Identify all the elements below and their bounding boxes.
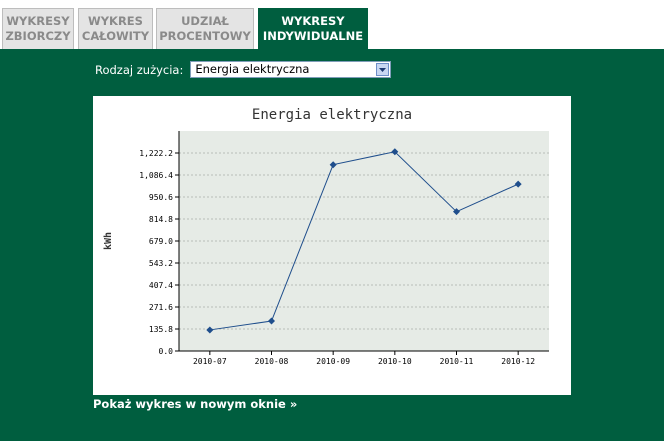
- y-tick-label: 407.4: [149, 281, 173, 290]
- x-tick-label: 2010-07: [193, 357, 227, 366]
- y-tick-label: 1,086.4: [139, 171, 173, 180]
- gridlines: [179, 152, 549, 330]
- y-tick-label: 271.6: [149, 303, 173, 312]
- tab-bar-line: [369, 47, 664, 49]
- tab-udzial-procentowy[interactable]: UDZIAŁ PROCENTOWY: [156, 8, 254, 49]
- tab-wykresy-zbiorczy[interactable]: WYKRESY ZBIORCZY: [2, 8, 74, 49]
- x-tick-label: 2010-08: [255, 357, 289, 366]
- series-energia: [206, 148, 522, 334]
- data-point: [453, 208, 460, 216]
- y-tick-label: 814.8: [149, 215, 173, 224]
- x-tick-label: 2010-10: [378, 357, 412, 366]
- open-chart-new-window-link[interactable]: Pokaż wykres w nowym oknie »: [93, 397, 298, 411]
- chart-container: Energia elektryczna 0.0 135.8 271.6 407.4 54…: [93, 96, 571, 395]
- series-line: [209, 151, 519, 331]
- usage-type-select[interactable]: Energia elektryczna: [190, 61, 392, 78]
- y-tick-label: 1,222.2: [139, 149, 173, 158]
- tick-labels: 0.0 135.8 271.6 407.4 543.2 679.0 814.8 950.6 1,…: [139, 149, 535, 366]
- tab-bar: WYKRESY ZBIORCZY WYKRES CAŁOWITY UDZIAŁ …: [0, 0, 664, 50]
- x-tick-label: 2010-09: [316, 357, 350, 366]
- tab-wykresy-indywidualne[interactable]: WYKRESY INDYWIDUALNE: [256, 6, 370, 50]
- chart-title: Energia elektryczna: [252, 107, 412, 123]
- data-point: [329, 161, 337, 169]
- y-tick-label: 0.0: [159, 347, 174, 356]
- data-point: [514, 180, 522, 188]
- data-point: [268, 317, 275, 325]
- x-tick-label: 2010-11: [440, 357, 474, 366]
- y-tick-label: 543.2: [149, 259, 173, 268]
- y-tick-label: 135.8: [149, 325, 173, 334]
- data-point: [206, 326, 214, 334]
- x-tick-label: 2010-12: [501, 357, 535, 366]
- y-tick-label: 679.0: [149, 237, 173, 246]
- data-point: [391, 148, 399, 156]
- usage-type-row: Rodzaj zużycia: Energia elektryczna: [95, 61, 392, 78]
- y-tick-label: 950.6: [149, 193, 173, 202]
- chevron-down-icon[interactable]: [376, 63, 390, 76]
- line-chart: Energia elektryczna 0.0 135.8 271.6 407.4 54…: [103, 107, 549, 366]
- tab-wykres-calowity[interactable]: WYKRES CAŁOWITY: [78, 8, 153, 49]
- usage-type-selected-value: Energia elektryczna: [195, 62, 310, 76]
- usage-type-label: Rodzaj zużycia:: [95, 62, 184, 77]
- y-axis-label: kWh: [103, 232, 114, 250]
